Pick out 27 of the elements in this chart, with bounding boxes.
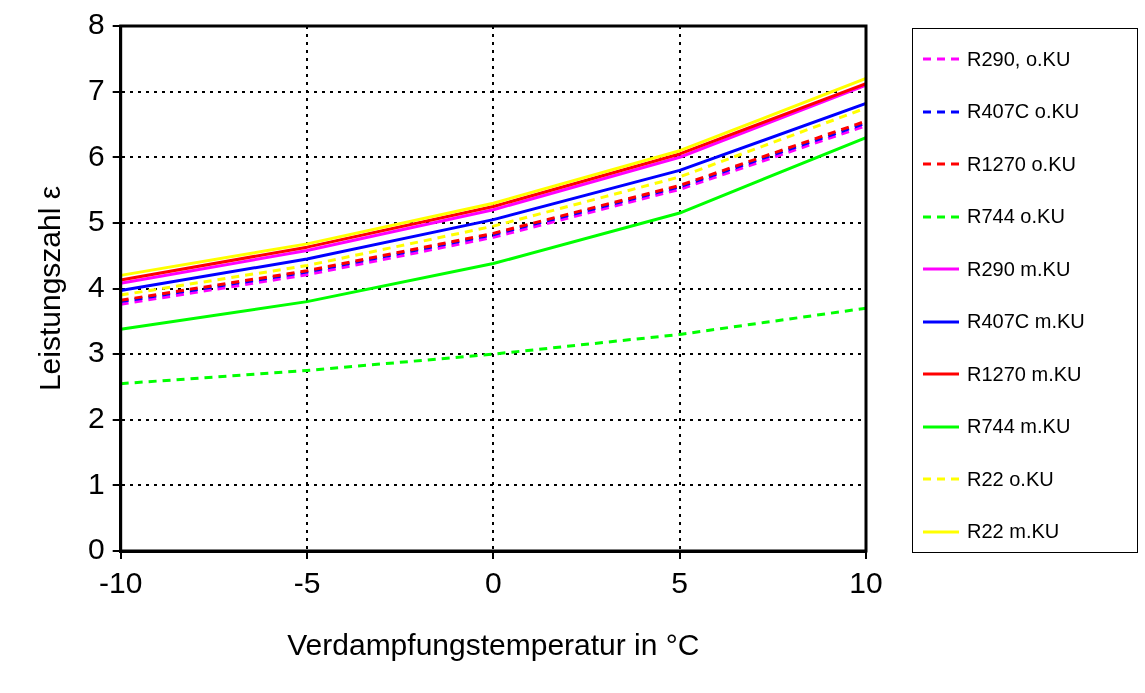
legend-label: R407C m.KU bbox=[967, 310, 1085, 334]
legend-label: R22 m.KU bbox=[967, 520, 1060, 544]
legend-label: R1270 m.KU bbox=[967, 362, 1082, 386]
legend-label: R290, o.KU bbox=[967, 47, 1071, 71]
legend-label: R1270 o.KU bbox=[967, 152, 1076, 176]
y-tick-label: 8 bbox=[88, 7, 105, 41]
y-tick-label: 1 bbox=[88, 466, 105, 500]
legend-label: R407C o.KU bbox=[967, 100, 1080, 124]
line-series bbox=[120, 306, 866, 386]
legend-label: R744 m.KU bbox=[967, 415, 1071, 439]
y-tick-label: 5 bbox=[88, 204, 105, 238]
x-tick-label: -10 bbox=[99, 566, 143, 600]
legend-label: R744 o.KU bbox=[967, 205, 1065, 229]
x-tick-label: 10 bbox=[849, 566, 883, 600]
x-axis-title: Verdampfungstemperatur in °C bbox=[287, 628, 700, 662]
x-tick-label: 5 bbox=[671, 566, 689, 600]
legend-label: R290 m.KU bbox=[967, 257, 1071, 281]
y-axis-title: Leistungszahl ε bbox=[33, 185, 67, 392]
legend-label: R22 o.KU bbox=[967, 467, 1054, 491]
x-tick-label: 0 bbox=[485, 566, 502, 600]
y-tick-label: 0 bbox=[88, 532, 105, 566]
y-tick-label: 3 bbox=[88, 335, 105, 369]
y-tick-label: 7 bbox=[88, 72, 105, 106]
x-tick-label: -5 bbox=[293, 566, 321, 600]
y-tick-label: 4 bbox=[88, 269, 105, 303]
y-tick-label: 6 bbox=[88, 138, 105, 172]
y-tick-label: 2 bbox=[88, 401, 105, 435]
